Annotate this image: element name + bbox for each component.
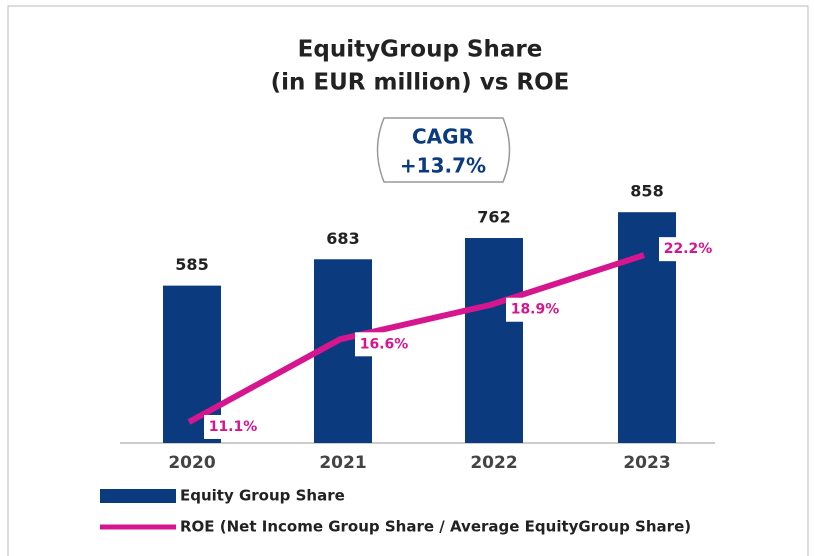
label-box (355, 332, 413, 357)
x-tick-label: 2023 (623, 453, 670, 473)
legend-swatch (100, 489, 176, 503)
label-box (506, 297, 564, 322)
annotation: +13.7% (400, 154, 486, 178)
chart-title: EquityGroup Share (298, 37, 543, 63)
data-label: 22.2% (664, 241, 713, 257)
label-box (659, 237, 717, 262)
chart-title: (in EUR million) vs ROE (271, 70, 570, 96)
data-label: 762 (477, 208, 510, 227)
data-label: 858 (630, 182, 663, 201)
x-tick-label: 2022 (470, 453, 517, 473)
data-label: 16.6% (360, 336, 409, 352)
line (187, 252, 645, 425)
cagr-box (376, 117, 511, 183)
frame (7, 5, 809, 556)
data-label: 585 (175, 255, 208, 274)
bar (465, 238, 523, 443)
legend-label: Equity Group Share (180, 487, 345, 505)
data-label: 683 (326, 229, 359, 248)
label-box (204, 414, 262, 439)
x-tick-label: 2021 (319, 453, 366, 473)
legend-label: ROE (Net Income Group Share / Average Eq… (180, 518, 691, 536)
data-label: 18.9% (511, 302, 560, 318)
annotation: CAGR (412, 125, 474, 149)
x-tick-label: 2020 (168, 453, 215, 473)
data-label: 11.1% (209, 419, 258, 435)
